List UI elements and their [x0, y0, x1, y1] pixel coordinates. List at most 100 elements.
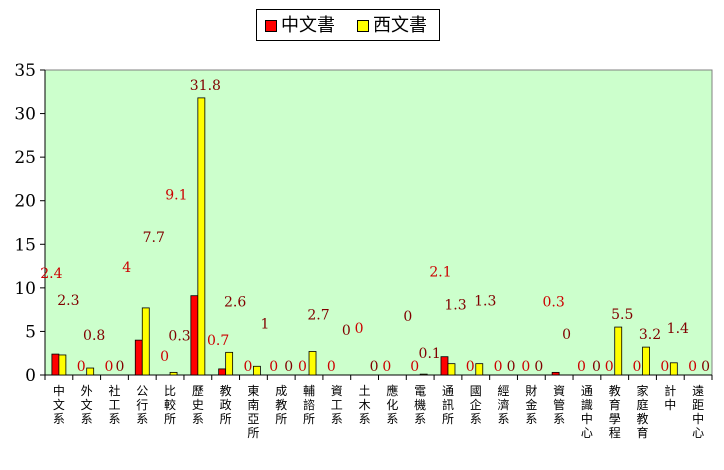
- bar-series-1-1: [86, 367, 95, 376]
- data-label-series-0-19: 0: [577, 359, 586, 375]
- data-label-series-0-3: 4: [122, 260, 131, 276]
- data-label-series-0-5: 9.1: [165, 188, 187, 204]
- data-label-series-0-11: 0: [355, 321, 364, 337]
- data-label-series-1-3: 7.7: [143, 230, 165, 246]
- bar-series-0-18: [551, 371, 560, 376]
- data-label-series-0-0: 2.4: [40, 266, 62, 282]
- bar-series-0-3: [134, 339, 143, 376]
- data-label-series-1-6: 2.6: [224, 294, 246, 310]
- data-label-series-1-10: 0: [342, 323, 351, 339]
- bar-series-0-6: [218, 368, 227, 376]
- category-label-11: 土木系: [359, 384, 371, 426]
- bar-series-1-15: [475, 363, 484, 376]
- data-label-series-0-18: 0.3: [543, 294, 565, 310]
- data-label-series-1-18: 0: [562, 327, 571, 343]
- data-label-series-0-2: 0: [105, 359, 114, 375]
- bar-series-1-3: [141, 307, 150, 376]
- bar-series-0-5: [190, 295, 199, 376]
- data-label-series-1-20: 5.5: [611, 307, 633, 323]
- data-label-series-1-14: 1.3: [444, 298, 466, 314]
- category-label-5: 歷史系: [192, 384, 204, 426]
- y-tick-label-4: 20: [14, 192, 36, 212]
- bar-series-1-7: [253, 365, 261, 376]
- bar-series-1-20: [614, 326, 623, 376]
- category-label-8: 成教所: [275, 384, 287, 426]
- category-label-23: 遠距中心: [692, 384, 704, 440]
- data-label-series-1-13: 0.1: [419, 346, 441, 362]
- bar-series-1-22: [669, 362, 678, 376]
- data-label-series-0-20: 0: [605, 359, 614, 375]
- category-label-4: 比較所: [164, 384, 176, 426]
- category-label-13: 電機系: [414, 384, 426, 426]
- data-label-series-1-1: 0.8: [83, 328, 105, 344]
- data-label-series-1-12: 0: [403, 309, 412, 325]
- data-label-series-1-15: 1.3: [474, 294, 496, 310]
- data-label-series-0-15: 0: [466, 359, 475, 375]
- data-label-series-1-8: 0: [284, 359, 293, 375]
- data-label-series-1-17: 0: [534, 359, 543, 375]
- data-label-series-1-21: 3.2: [639, 327, 661, 343]
- data-label-series-0-17: 0: [521, 359, 530, 375]
- category-label-2: 社工系: [108, 383, 120, 426]
- legend-label-series-0: 中文書: [281, 15, 335, 36]
- data-label-series-0-14: 2.1: [429, 265, 451, 281]
- y-tick-label-6: 30: [14, 105, 36, 125]
- data-label-series-0-21: 0: [633, 359, 642, 375]
- category-label-19: 通識中心: [581, 384, 593, 440]
- category-label-22: 計中: [664, 383, 676, 412]
- bar-series-1-21: [642, 346, 650, 376]
- category-label-20: 教育學程: [609, 383, 621, 440]
- category-label-16: 經濟系: [498, 384, 510, 426]
- y-tick-label-5: 25: [14, 148, 36, 168]
- y-tick-label-3: 15: [14, 235, 36, 255]
- data-label-series-1-23: 0: [701, 359, 710, 375]
- y-tick-label-7: 35: [14, 61, 36, 81]
- data-label-series-0-4: 0: [160, 349, 169, 365]
- data-label-series-1-11: 0: [370, 359, 379, 375]
- data-label-series-1-0: 2.3: [57, 293, 79, 309]
- y-tick-label-0: 0: [25, 366, 36, 386]
- category-label-6: 教政所: [220, 383, 232, 426]
- data-label-series-1-5: 31.8: [190, 78, 221, 94]
- category-label-12: 應化系: [386, 383, 398, 426]
- data-label-series-0-8: 0: [269, 359, 278, 375]
- category-label-10: 資工系: [331, 384, 343, 426]
- bar-series-1-5: [197, 97, 206, 376]
- category-label-14: 通訊所: [442, 384, 454, 426]
- data-label-series-1-19: 0: [592, 359, 601, 375]
- bar-series-1-4: [169, 371, 178, 376]
- data-label-series-0-9: 0: [298, 359, 307, 375]
- bar-series-1-9: [308, 351, 317, 376]
- category-label-21: 家庭教育: [637, 383, 649, 440]
- data-label-series-0-7: 0: [243, 359, 252, 375]
- category-labels: 中文系 外文系 社工系 公行系 比較所 歷史系 教政所 東南亞所 成教所 輔諮所 資工系 土木系 應化系…: [53, 383, 704, 440]
- category-label-15: 國企系: [470, 384, 482, 426]
- bar-series-1-14: [447, 363, 456, 376]
- category-label-18: 資管系: [553, 384, 565, 426]
- data-label-series-1-22: 1.4: [667, 321, 689, 337]
- legend-swatch-series-0: [265, 20, 277, 32]
- data-label-series-0-1: 0: [77, 359, 86, 375]
- data-label-series-0-6: 0.7: [207, 333, 229, 349]
- legend-label-series-1: 西文書: [373, 15, 427, 36]
- legend: 中文書 西文書: [256, 9, 440, 41]
- data-label-series-0-22: 0: [660, 359, 669, 375]
- data-label-series-0-10: 0: [327, 359, 336, 375]
- data-label-series-0-16: 0: [494, 359, 503, 375]
- data-label-series-1-16: 0: [507, 359, 516, 375]
- bar-series-0-14: [440, 356, 449, 376]
- category-label-0: 中文系: [53, 383, 65, 426]
- bar-series-1-6: [225, 351, 234, 376]
- bars: [51, 97, 678, 376]
- y-axis: 0 5 10 15 20 25 30 35: [14, 61, 46, 386]
- category-label-1: 外文系: [81, 384, 93, 426]
- bar-series-1-0: [58, 354, 67, 376]
- data-label-series-1-2: 0: [116, 359, 125, 375]
- data-label-series-0-13: 0: [410, 359, 419, 375]
- plot-area: [44, 69, 713, 376]
- category-label-7: 東南亞所: [247, 384, 259, 440]
- data-label-series-0-12: 0: [382, 359, 391, 375]
- category-label-17: 財金系: [525, 383, 537, 426]
